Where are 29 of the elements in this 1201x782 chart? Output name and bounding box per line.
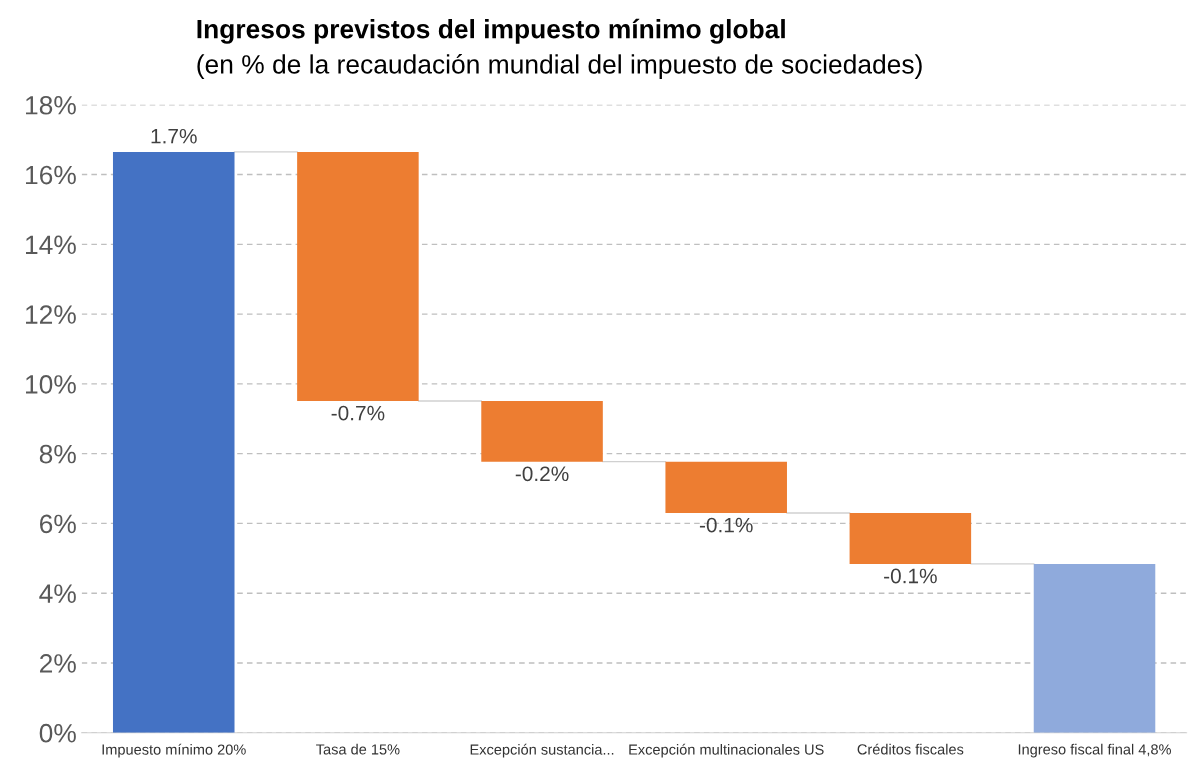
x-tick-label: Créditos fiscales — [857, 743, 964, 755]
x-tick-label: Tasa de 15% — [316, 743, 400, 755]
bar — [665, 461, 787, 513]
y-tick-label: 12% — [26, 305, 76, 324]
x-tick-label: Excepción multinacionales US — [629, 743, 824, 758]
y-tick-label: 8% — [39, 444, 76, 464]
bar — [1033, 563, 1156, 733]
x-tick-label: Ingreso fiscal final 4,8% — [1018, 743, 1171, 758]
y-tick-label: 14% — [26, 235, 76, 255]
annotation: -0.7% — [331, 405, 385, 421]
annotation: 1.7% — [151, 128, 197, 144]
annotation: -0.1% — [699, 517, 753, 533]
chart-subtitle: (en % de la recaudación mundial del impuesto de sociedades) — [197, 54, 922, 79]
annotation: -0.1% — [884, 568, 937, 584]
chart-title: Ingresos previstos del impuesto mínimo global — [197, 18, 785, 44]
y-tick-label: 2% — [39, 654, 76, 673]
annotation: -0.2% — [515, 466, 569, 482]
x-tick-label: Excepción sustancia... — [470, 743, 614, 758]
y-tick-label: 18% — [26, 95, 76, 115]
bar — [481, 400, 603, 462]
bar — [849, 512, 972, 564]
y-tick-label: 6% — [40, 514, 76, 534]
y-tick-label: 4% — [39, 584, 76, 603]
y-tick-label: 0% — [39, 723, 76, 743]
bar — [112, 151, 235, 733]
y-tick-label: 16% — [26, 165, 76, 185]
bar — [297, 151, 419, 401]
y-tick-label: 10% — [26, 375, 76, 394]
x-tick-label: Impuesto mínimo 20% — [102, 743, 246, 758]
